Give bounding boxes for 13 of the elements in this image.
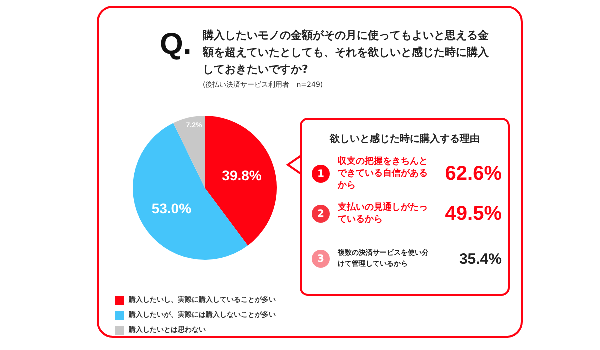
category-label: 支払いの見通しがたっているから [338,202,429,226]
text: 購入したいモノの金額がその月に使ってもよいと思える金額を超えていたとしても、それを欲しいと感じた時に購入しておきたいですか? [203,28,490,78]
data-label: 35.4% [459,250,502,268]
number-badge: 2 [312,205,330,223]
text: 欲しいと感じた時に購入する理由 [328,132,481,146]
data-label: 62.6% [445,162,502,186]
text: Q. [160,28,192,62]
number-badge: 3 [312,250,330,268]
data-label: 39.8% [222,168,262,184]
category-label: 収支の把握をきちんとできている自信があるから [338,156,429,192]
data-label: 49.5% [445,202,502,226]
number-badge: 1 [312,165,330,183]
data-label: 53.0% [152,200,192,216]
